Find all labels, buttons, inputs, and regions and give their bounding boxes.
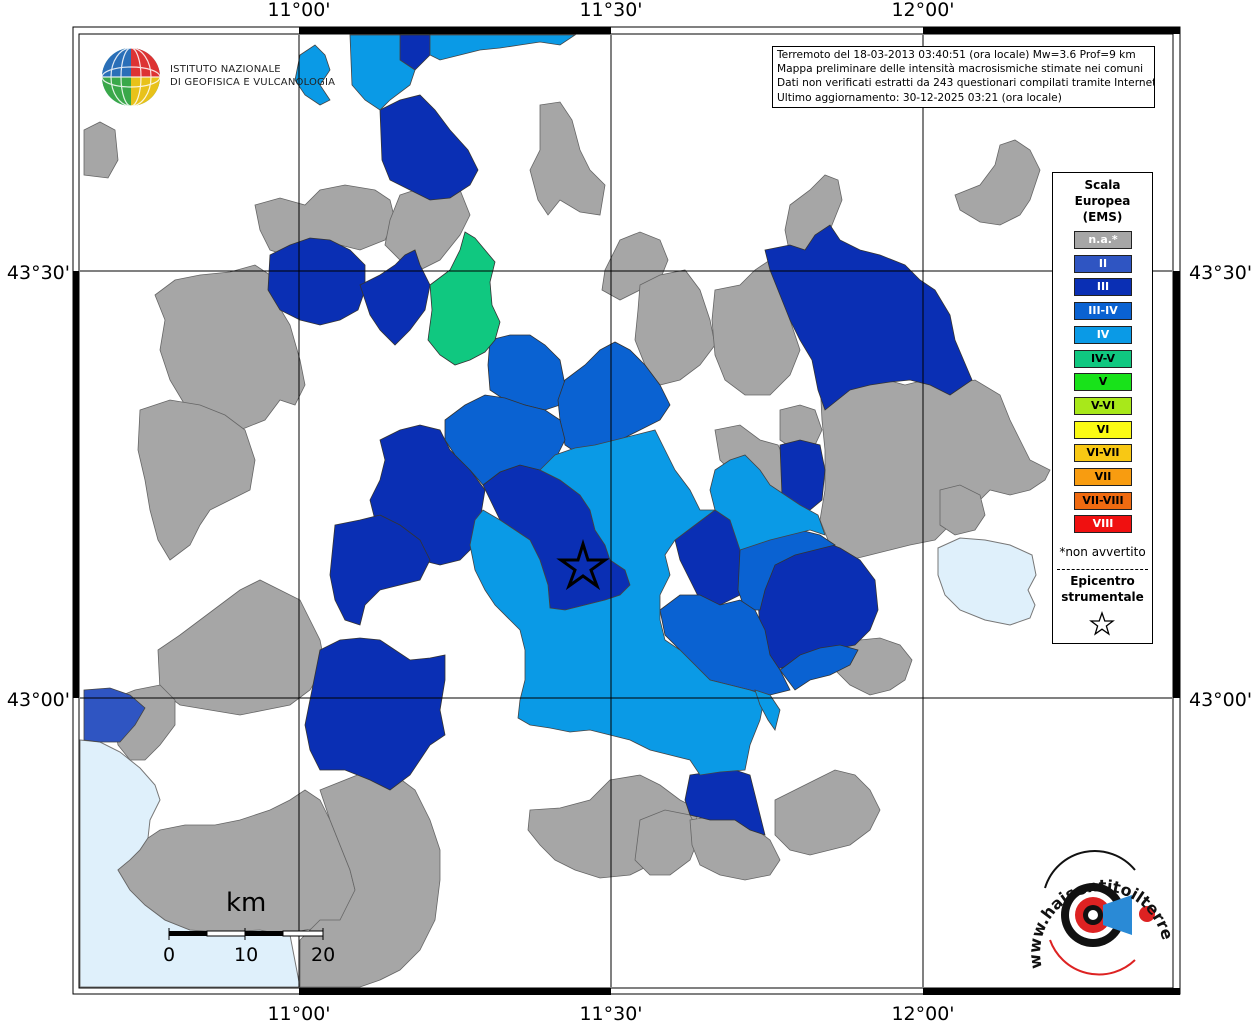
municipalities-ii <box>83 687 146 743</box>
svg-text:www.haisentitoilterremoto.it: www.haisentitoilterremoto.it <box>1020 848 1177 970</box>
legend-swatch-vi-vii: VI-VII <box>1074 444 1132 463</box>
right-tick-labels: 43°30' 43°00' <box>1189 262 1252 711</box>
ingv-line-1: ISTITUTO NAZIONALE <box>170 64 281 75</box>
scale-label-0: 0 <box>163 944 176 966</box>
legend-swatch-iii-iv: III-IV <box>1074 302 1132 321</box>
municipalities-iv-v <box>427 231 501 366</box>
lake-trasimeno <box>937 537 1037 626</box>
tick-right-1: 43°30' <box>1189 262 1252 284</box>
legend-swatch-vi: VI <box>1074 420 1132 439</box>
legend-title-line-2: Europea <box>1074 194 1131 208</box>
legend-swatch-v: V <box>1074 373 1132 392</box>
ingv-logo-icon <box>101 47 161 107</box>
event-info-box: Terremoto del 18-03-2013 03:40:51 (ora l… <box>772 46 1155 108</box>
bottom-tick-labels: 11°00' 11°30' 12°00' <box>267 1003 954 1024</box>
scale-unit: km <box>226 888 267 918</box>
legend-swatch-ii: II <box>1074 254 1132 273</box>
legend-swatch-v-vi: V-VI <box>1074 396 1132 415</box>
legend-title-line-3: (EMS) <box>1082 210 1123 224</box>
tick-left-2: 43°00' <box>7 689 70 711</box>
event-info-line-3: Dati non verificati estratti da 243 ques… <box>777 77 1155 90</box>
legend-swatch-n-a: n.a.* <box>1074 231 1132 249</box>
top-tick-labels: 11°00' 11°30' 12°00' <box>267 0 954 21</box>
tick-left-1: 43°30' <box>7 262 70 284</box>
legend-epicenter-line-2: strumentale <box>1061 590 1144 604</box>
scale-label-10: 10 <box>234 944 259 966</box>
map-frame <box>72 26 1181 995</box>
municipalities-na <box>83 101 1051 988</box>
municipalities-iii-iv <box>444 334 859 696</box>
legend-separator <box>1057 569 1148 570</box>
municipalities-iv <box>294 34 826 776</box>
tick-bottom-3: 12°00' <box>891 1003 954 1024</box>
tick-bottom-1: 11°00' <box>267 1003 330 1024</box>
legend-epicenter-line-1: Epicentro <box>1070 574 1135 588</box>
tick-top-1: 11°00' <box>267 0 330 21</box>
legend-title: Scala Europea (EMS) <box>1053 177 1152 225</box>
legend-swatch-iii: III <box>1074 278 1132 297</box>
left-tick-labels: 43°30' 43°00' <box>7 262 70 711</box>
ingv-line-2: DI GEOFISICA E VULCANOLOGIA <box>170 77 336 88</box>
scale-label-20: 20 <box>311 944 336 966</box>
event-info-line-4: Ultimo aggiornamento: 30-12-2025 03:21 (… <box>777 91 1062 104</box>
tick-top-3: 12°00' <box>891 0 954 21</box>
legend-title-line-1: Scala <box>1084 178 1121 192</box>
intensity-legend: Scala Europea (EMS) n.a.* II III III-IV IV IV… <box>1052 172 1153 644</box>
legend-swatch-iv-v: IV-V <box>1074 349 1132 368</box>
tick-top-2: 11°30' <box>579 0 642 21</box>
scale-bar <box>168 928 324 940</box>
hsit-watermark-text: www.haisentitoilterremoto.it <box>1020 848 1177 970</box>
event-info-line-2: Mappa preliminare delle intensità macros… <box>777 63 1144 76</box>
legend-swatch-vii-viii: VII-VIII <box>1074 491 1132 510</box>
legend-swatch-viii: VIII <box>1074 515 1132 534</box>
hsit-watermark: www.haisentitoilterremoto.it <box>1020 848 1177 970</box>
event-info-line-1: Terremoto del 18-03-2013 03:40:51 (ora l… <box>777 49 1136 61</box>
epicenter-star-icon <box>556 538 610 591</box>
legend-epicenter-label: Epicentro strumentale <box>1053 573 1152 605</box>
tick-bottom-2: 11°30' <box>579 1003 642 1024</box>
graticule <box>80 35 1172 987</box>
tick-right-2: 43°00' <box>1189 689 1252 711</box>
legend-star-icon <box>1089 611 1115 636</box>
legend-note: *non avvertito <box>1059 545 1146 559</box>
legend-swatch-vii: VII <box>1074 468 1132 486</box>
ingv-logo-text: ISTITUTO NAZIONALE DI GEOFISICA E VULCAN… <box>170 63 335 89</box>
hsit-logo-icon <box>1044 849 1155 976</box>
legend-swatch-iv: IV <box>1074 325 1132 344</box>
